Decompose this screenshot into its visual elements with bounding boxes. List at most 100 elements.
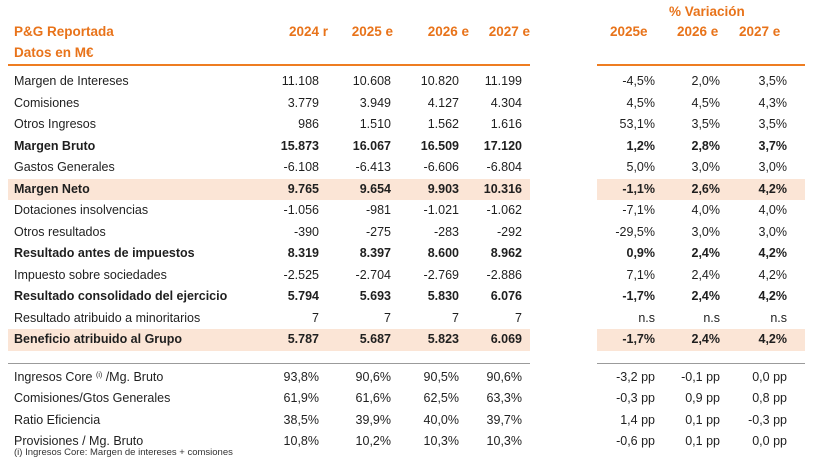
ratio-row: -0,3 pp 0,9 pp 0,8 pp (597, 388, 805, 410)
table-row: n.s n.s n.s (597, 308, 805, 330)
row-label: Comisiones (14, 93, 79, 115)
value-cell: -2.525 (283, 267, 319, 282)
value-cell: 7 (312, 310, 319, 325)
variation-cell: 4,2% (758, 289, 788, 303)
variation-cell: 4,2% (758, 332, 788, 346)
table-row: Margen Bruto 15.873 16.067 16.509 17.120 (8, 136, 530, 158)
value-cell: 986 (298, 117, 319, 131)
variation-cell: 4,5% (691, 95, 721, 110)
value-cell: -2.886 (486, 267, 522, 282)
table-row: 4,5% 4,5% 4,3% (597, 93, 805, 115)
variation-cell: 4,3% (758, 95, 788, 110)
value-cell: 1.562 (427, 117, 459, 131)
variation-cell: 2,4% (691, 267, 721, 282)
variation-cell: 2,6% (691, 181, 721, 196)
value-cell: 10.608 (352, 74, 391, 88)
row-label: Margen Bruto (14, 136, 95, 158)
variation-cell: 1,2% (626, 138, 656, 153)
row-label: Otros resultados (14, 222, 106, 244)
variation-cell: 4,5% (626, 95, 656, 110)
variation-cell: n.s (638, 310, 655, 325)
variation-cell: 2,8% (691, 138, 721, 153)
row-label-text: Beneficio atribuido al Grupo (14, 332, 183, 346)
value-cell: 62,5% (423, 391, 459, 405)
variation-cell: 0,1 pp (685, 434, 720, 448)
value-cell: 10.316 (483, 181, 522, 196)
value-cell: 6.076 (490, 289, 522, 303)
value-cell: 61,9% (283, 391, 319, 405)
value-cell: 4.127 (427, 95, 459, 110)
variation-cell: 0,0 pp (752, 434, 787, 448)
value-cell: 7 (384, 310, 391, 325)
variation-cell: 0,1 pp (685, 412, 720, 427)
variation-cell: -0,3 pp (748, 412, 787, 427)
value-cell: -6.804 (486, 160, 522, 174)
variation-cell: 3,5% (691, 117, 721, 131)
ratio-row: -0,6 pp 0,1 pp 0,0 pp (597, 431, 805, 453)
row-label-text: Dotaciones insolvencias (14, 203, 149, 217)
value-cell: 1.616 (490, 117, 522, 131)
variation-cell: -0,6 pp (616, 434, 655, 448)
variation-cell: 3,0% (758, 160, 788, 174)
table-row: Gastos Generales -6.108 -6.413 -6.606 -6.804 (8, 157, 530, 179)
table-row: -1,7% 2,4% 4,2% (597, 329, 805, 351)
value-cell: -275 (365, 224, 391, 239)
table-row: Comisiones 3.779 3.949 4.127 4.304 (8, 93, 530, 115)
ratio-row: Comisiones/Gtos Generales 61,9% 61,6% 62,5%… (8, 388, 530, 410)
variation-cell: 3,7% (758, 138, 788, 153)
value-cell: 8.319 (287, 246, 319, 260)
value-cell: -292 (496, 224, 522, 239)
variation-cell: 0,0 pp (752, 369, 787, 384)
table-row: 53,1% 3,5% 3,5% (597, 114, 805, 136)
value-cell: -6.108 (283, 160, 319, 174)
value-cell: 8.600 (427, 246, 459, 260)
row-label: Comisiones/Gtos Generales (14, 388, 170, 410)
variation-cell: -7,1% (622, 203, 655, 217)
value-cell: 16.067 (352, 138, 391, 153)
variation-cell: 2,4% (691, 332, 721, 346)
row-label-text: Margen Bruto (14, 138, 96, 153)
row-label-text: Ratio Eficiencia (14, 412, 101, 427)
row-label-text: Otros Ingresos (14, 117, 96, 131)
value-cell: 16.509 (420, 138, 459, 153)
value-cell: 5.794 (287, 289, 319, 303)
variation-cell: 3,5% (758, 117, 788, 131)
col-header-2025: 2025 e (351, 24, 393, 39)
value-cell: 5.787 (287, 332, 319, 346)
row-label-text: Provisiones / Mg. Bruto (14, 434, 144, 448)
variation-cell: 0,8 pp (752, 391, 787, 405)
row-label: Beneficio atribuido al Grupo (14, 329, 182, 351)
value-cell: 5.693 (359, 289, 391, 303)
row-label: Ingresos Core (i) /Mg. Bruto (14, 367, 163, 389)
row-label: Resultado consolidado del ejercicio (14, 286, 227, 308)
row-label-text: Margen de Intereses (14, 74, 129, 88)
table-row: 0,9% 2,4% 4,2% (597, 243, 805, 265)
value-cell: 90,6% (355, 369, 391, 384)
table-row: Resultado atribuido a minoritarios 7 7 7 7 (8, 308, 530, 330)
value-cell: 93,8% (283, 369, 319, 384)
table-row: -7,1% 4,0% 4,0% (597, 200, 805, 222)
variation-table: % Variación 2025e 2026 e 2027 e -4,5% 2,0… (597, 0, 805, 453)
footnote: (i) Ingresos Core: Margen de intereses +… (14, 447, 233, 458)
variation-cell: 2,4% (691, 289, 721, 303)
row-label: Provisiones / Mg. Bruto (14, 431, 143, 453)
variation-cell: 3,0% (691, 160, 721, 174)
value-cell: 17.120 (483, 138, 522, 153)
value-cell: -981 (365, 203, 391, 217)
value-cell: 10.820 (420, 74, 459, 88)
value-cell: 8.397 (359, 246, 391, 260)
table-row: 5,0% 3,0% 3,0% (597, 157, 805, 179)
value-cell: -6.413 (355, 160, 391, 174)
value-cell: -1.021 (423, 203, 459, 217)
row-label-text: Comisiones (14, 95, 80, 110)
row-label-text: Resultado atribuido a minoritarios (14, 310, 201, 325)
pnl-header: P&G Reportada Datos en M€ 2024 r 2025 e … (8, 0, 530, 66)
variation-title: % Variación (669, 4, 745, 19)
value-cell: 63,3% (486, 391, 522, 405)
table-row: Beneficio atribuido al Grupo 5.787 5.687 5.… (8, 329, 530, 351)
row-label: Impuesto sobre sociedades (14, 265, 167, 287)
table-row: -1,1% 2,6% 4,2% (597, 178, 805, 200)
variation-cell: 2,4% (691, 246, 721, 260)
value-cell: 10,8% (283, 434, 319, 448)
variation-cell: 53,1% (619, 117, 655, 131)
